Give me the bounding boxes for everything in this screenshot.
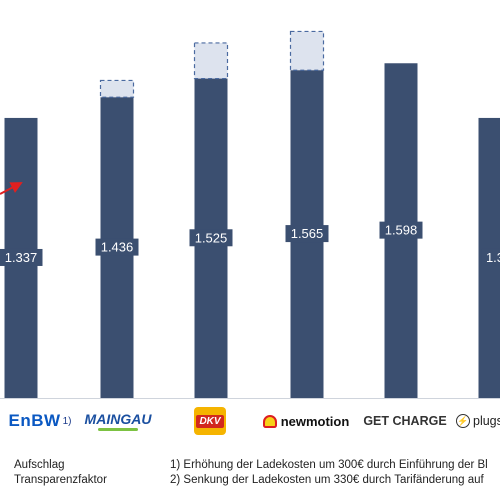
- plugsurfing-logo-text: plugs: [473, 414, 500, 428]
- data-label-bg-maingau: [95, 238, 139, 256]
- getcharge-logo: GET CHARGE: [360, 406, 450, 436]
- data-label-newmotion: 1.565: [291, 226, 324, 241]
- lightning-circle-icon: ⚡: [456, 414, 470, 428]
- footnote-1: 1) Erhöhung der Ladekosten um 300€ durch…: [170, 459, 488, 471]
- data-label-bg-enbw: [0, 248, 43, 266]
- legend-label-aufschlag: Aufschlag: [14, 459, 65, 471]
- maingau-logo: MAINGAU: [78, 406, 158, 436]
- maingau-swoosh-icon: [98, 428, 138, 431]
- dkv-badge-icon: DKV: [194, 407, 226, 435]
- increase-arrow-icon: [0, 182, 23, 195]
- data-label-maingau: 1.436: [101, 240, 134, 255]
- data-label-get-charge: 1.598: [385, 223, 418, 238]
- shell-icon: [262, 414, 277, 428]
- legend-item-transparenzfaktor: Transparenzfaktor: [14, 474, 107, 486]
- bar-aufschlag-newmotion: [289, 30, 325, 71]
- bar-aufschlag-dkv: [193, 42, 229, 80]
- data-label-plugsurfing: 1.3: [486, 250, 500, 265]
- getcharge-logo-text: GET CHARGE: [363, 414, 447, 428]
- enbw-footnote-marker: 1): [62, 415, 72, 427]
- bar-aufschlag-maingau: [99, 79, 135, 98]
- newmotion-logo-text: newmotion: [280, 413, 350, 429]
- newmotion-logo: newmotion: [256, 406, 356, 436]
- maingau-logo-text: MAINGAU: [84, 411, 152, 427]
- data-label-enbw: 1.337: [5, 250, 38, 265]
- enbw-logo-text: EnBW: [8, 411, 61, 430]
- enbw-logo: EnBW 1): [0, 406, 80, 436]
- dkv-logo: DKV: [190, 406, 230, 436]
- data-label-dkv: 1.525: [195, 230, 228, 245]
- data-label-bg-plugsurfing: [481, 248, 500, 266]
- footnote-2: 2) Senkung der Ladekosten um 330€ durch …: [170, 474, 484, 486]
- data-label-bg-get-charge: [379, 221, 423, 239]
- legend-label-transparenzfaktor: Transparenzfaktor: [14, 474, 107, 486]
- data-label-bg-dkv: [189, 229, 233, 247]
- legend-item-aufschlag: Aufschlag: [14, 459, 65, 471]
- data-label-bg-newmotion: [285, 225, 329, 243]
- plugsurfing-logo: ⚡ plugs: [456, 406, 500, 436]
- dkv-logo-text: DKV: [196, 414, 224, 428]
